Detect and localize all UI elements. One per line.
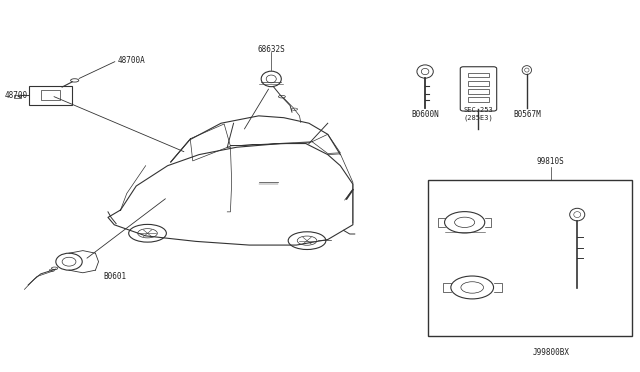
Text: B0601: B0601	[104, 272, 127, 281]
Text: 68632S: 68632S	[257, 45, 285, 54]
Text: B0600N: B0600N	[412, 109, 439, 119]
Text: SEC.253
(285E3): SEC.253 (285E3)	[463, 107, 493, 121]
Bar	[468, 73, 489, 77]
Bar	[468, 89, 489, 94]
Bar	[41, 90, 60, 100]
Bar	[428, 180, 632, 336]
Bar	[468, 81, 489, 86]
Text: J99800BX: J99800BX	[532, 347, 569, 357]
Text: 48700A: 48700A	[117, 56, 145, 65]
Text: 48700: 48700	[5, 91, 28, 100]
Text: 99810S: 99810S	[537, 157, 564, 166]
Bar	[14, 95, 21, 99]
Bar	[468, 97, 489, 102]
Bar	[29, 86, 72, 105]
Text: B0567M: B0567M	[513, 109, 541, 119]
